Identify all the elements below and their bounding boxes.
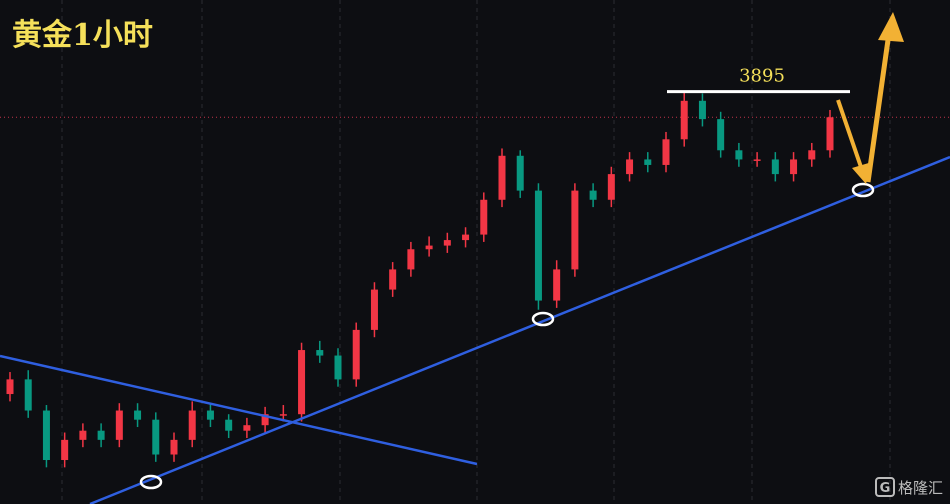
candle-body (334, 355, 342, 380)
candle-body (607, 174, 615, 200)
watermark: G 格隆汇 (875, 477, 943, 497)
candle-body (316, 350, 324, 356)
candle-body (717, 119, 725, 151)
candle-body (79, 430, 87, 440)
candle-body (42, 410, 50, 461)
touch-circle (851, 182, 875, 198)
touch-circle (139, 474, 163, 490)
candle-body (206, 410, 214, 420)
candle-body (662, 139, 670, 165)
watermark-text: 格隆汇 (898, 479, 943, 497)
candle-body (6, 379, 14, 395)
candle-body (498, 155, 506, 200)
candle-body (644, 159, 652, 165)
candle-body (735, 150, 743, 160)
candle-body (571, 190, 579, 270)
arrow-up (865, 39, 891, 183)
trend-line (89, 155, 950, 504)
candle-body (407, 249, 415, 270)
candle-body (480, 199, 488, 235)
candle-body (261, 414, 269, 426)
candle-body (170, 439, 178, 455)
candle-body (589, 190, 597, 200)
candle-body (115, 410, 123, 440)
candle-body (279, 414, 287, 416)
candle-body (352, 329, 360, 380)
candles (6, 91, 834, 468)
candle-body (698, 100, 706, 120)
candle-body (370, 289, 378, 330)
candle-body (425, 245, 433, 250)
candle-body (790, 159, 798, 175)
watermark-logo-letter: G (880, 481, 891, 496)
candle-body (534, 190, 542, 301)
candle-body (24, 379, 32, 411)
candle-body (243, 425, 251, 431)
resistance-label: 3895 (739, 66, 785, 87)
candle-body (462, 234, 470, 241)
candle-body (680, 100, 688, 140)
candle-body (298, 350, 306, 415)
candle-body (61, 439, 69, 461)
candle-body (626, 159, 634, 175)
touch-circle (531, 311, 555, 327)
candle-body (134, 410, 142, 420)
arrow-head (878, 12, 904, 42)
candle-body (771, 159, 779, 175)
candle-body (808, 150, 816, 160)
candle-body (389, 269, 397, 290)
candle-body (826, 117, 834, 151)
arrows (836, 12, 904, 184)
candle-body (516, 155, 524, 191)
candle-body (97, 430, 105, 440)
candle-body (443, 240, 451, 246)
candle-body (225, 419, 233, 431)
chart-title: 黄金1小时 (12, 18, 153, 53)
candle-body (553, 269, 561, 301)
watermark-logo (875, 477, 895, 497)
arrow-down (836, 99, 864, 171)
candle-body (753, 159, 761, 161)
candle-body (152, 419, 160, 455)
trend-line (0, 354, 478, 466)
candle-body (188, 410, 196, 440)
